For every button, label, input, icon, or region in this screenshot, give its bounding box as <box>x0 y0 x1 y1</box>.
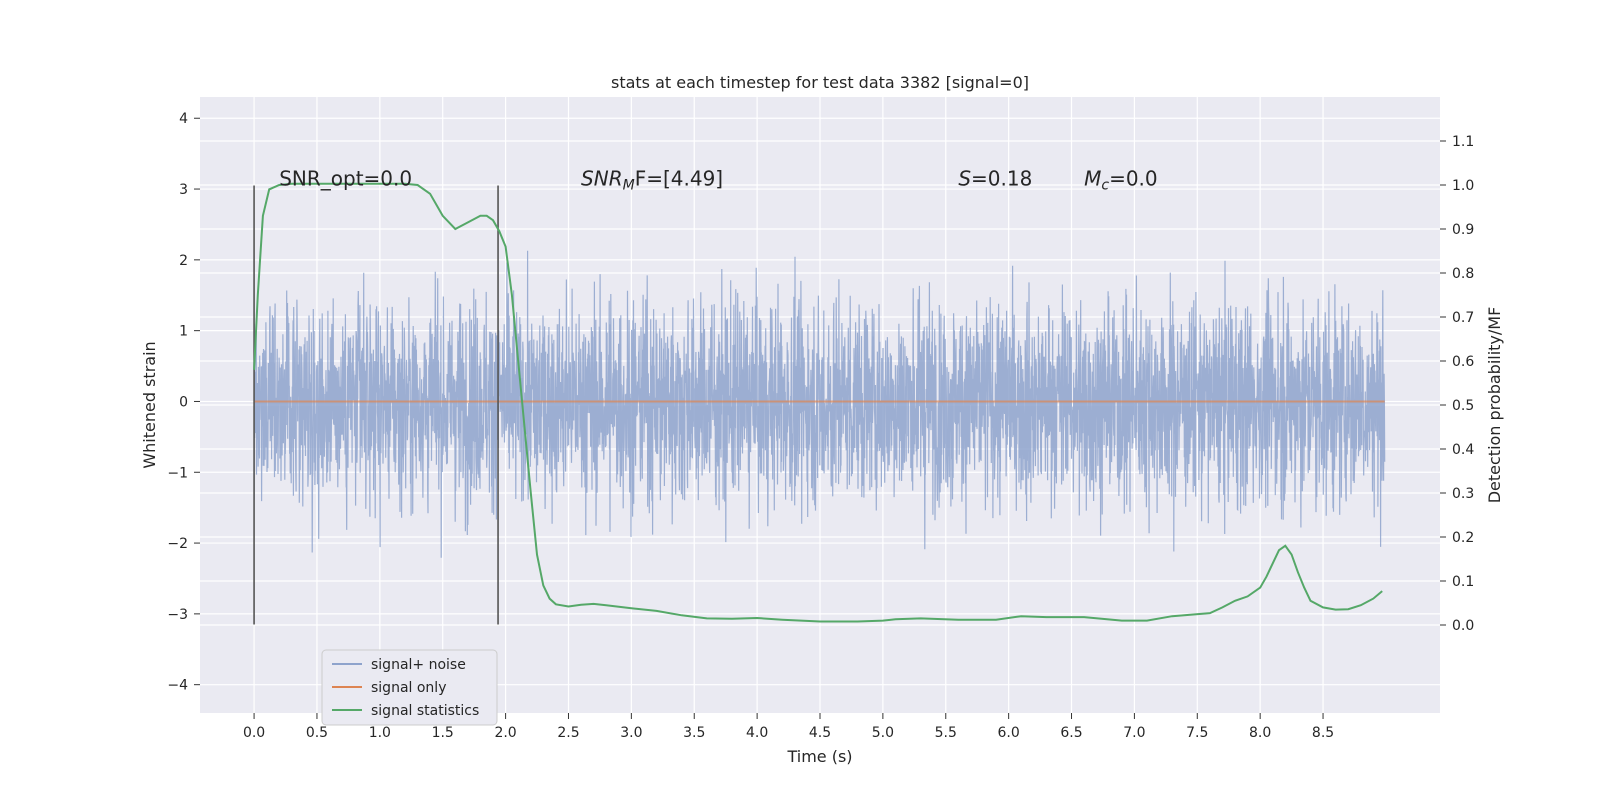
x-tick-label: 8.0 <box>1249 725 1271 741</box>
y-tick-label: 4 <box>179 111 188 127</box>
x-tick-label: 3.5 <box>683 725 705 741</box>
annotation-text: SNR_opt=0.0 <box>279 167 412 191</box>
annotation-part: SNR <box>581 167 623 191</box>
y2-tick-labels: 1.1 1.0 0.9 0.8 0.7 0.6 0.5 0.4 0.3 0.2 0.1 0.0 <box>1440 134 1474 634</box>
x-tick-labels: 0.0 0.5 1.0 1.5 2.0 2.5 3.0 3.5 4.0 4.5 5.0 5.5 6.0 6… <box>243 713 1334 741</box>
y-tick-label: 0 <box>179 394 188 410</box>
chart-title: stats at each timestep for test data 338… <box>611 73 1029 92</box>
legend-label-signal-noise: signal+ noise <box>371 657 466 673</box>
legend-label-signal-only: signal only <box>371 680 446 696</box>
x-tick-label: 4.0 <box>746 725 768 741</box>
y2-tick-label: 1.0 <box>1452 178 1474 194</box>
y2-axis-label: Detection probability/MF <box>1485 307 1504 504</box>
x-tick-label: 0.5 <box>306 725 328 741</box>
y-tick-label: −4 <box>167 678 188 694</box>
x-tick-label: 6.5 <box>1060 725 1082 741</box>
x-tick-label: 5.0 <box>872 725 894 741</box>
annotation-part: =0.18 <box>971 167 1032 191</box>
annotation-text: S=0.18 <box>958 167 1032 191</box>
marker-vlines <box>253 185 499 625</box>
x-tick-label: 3.0 <box>620 725 642 741</box>
y2-tick-label: 0.7 <box>1452 310 1474 326</box>
x-tick-label: 0.0 <box>243 725 265 741</box>
y2-tick-label: 1.1 <box>1452 134 1474 150</box>
annotation-text: Mc=0.0 <box>1084 167 1158 194</box>
y-axis-label: Whitened strain <box>140 341 159 468</box>
y-tick-label: −3 <box>167 607 188 623</box>
x-tick-label: 7.0 <box>1123 725 1145 741</box>
x-axis-label: Time (s) <box>786 747 852 766</box>
x-tick-label: 1.0 <box>369 725 391 741</box>
y-gridlines <box>200 117 1440 686</box>
x-tick-label: 4.5 <box>809 725 831 741</box>
annotation-subscript: c <box>1101 178 1109 194</box>
x-tick-label: 5.5 <box>935 725 957 741</box>
y-tick-labels: 4 3 2 1 0 −1 −2 −3 −4 <box>167 111 200 694</box>
x-tick-label: 7.5 <box>1186 725 1208 741</box>
annotation-part: F=[4.49] <box>635 167 723 191</box>
y2-tick-label: 0.9 <box>1452 222 1474 238</box>
x-tick-label: 2.5 <box>557 725 579 741</box>
y2-tick-label: 0.4 <box>1452 442 1474 458</box>
x-tick-label: 2.0 <box>494 725 516 741</box>
x-tick-label: 8.5 <box>1312 725 1334 741</box>
legend-box <box>321 649 498 726</box>
x-tick-label: 1.5 <box>432 725 454 741</box>
annotation-part: =0.0 <box>1109 167 1158 191</box>
legend: signal+ noise signal only signal statist… <box>321 649 498 726</box>
y2-tick-label: 0.2 <box>1452 530 1474 546</box>
series-signal-noise-line <box>253 250 1386 558</box>
y2-tick-label: 0.8 <box>1452 266 1474 282</box>
annotation-subscript: M <box>623 178 635 194</box>
annotation-text: SNRMF=[4.49] <box>581 167 723 194</box>
annotation-part: M <box>1084 167 1101 191</box>
x-tick-label: 6.0 <box>998 725 1020 741</box>
y-tick-label: −2 <box>167 536 188 552</box>
annotation-part: SNR_opt=0.0 <box>279 167 412 191</box>
annotation-part: S <box>958 167 971 191</box>
y2-tick-label: 0.5 <box>1452 398 1474 414</box>
y-tick-label: 2 <box>179 253 188 269</box>
y2-tick-label: 0.3 <box>1452 486 1474 502</box>
y2-tick-label: 0.6 <box>1452 354 1474 370</box>
y-tick-label: 1 <box>179 324 188 340</box>
series-signal-statistics-line <box>253 182 1383 623</box>
annotations: SNR_opt=0.0 SNRMF=[4.49] S=0.18 Mc=0.0 <box>279 167 1157 194</box>
y-tick-label: 3 <box>179 182 188 198</box>
y-tick-label: −1 <box>167 465 188 481</box>
y2-tick-label: 0.1 <box>1452 574 1474 590</box>
legend-label-signal-statistics: signal statistics <box>371 703 479 719</box>
y2-tick-label: 0.0 <box>1452 618 1474 634</box>
